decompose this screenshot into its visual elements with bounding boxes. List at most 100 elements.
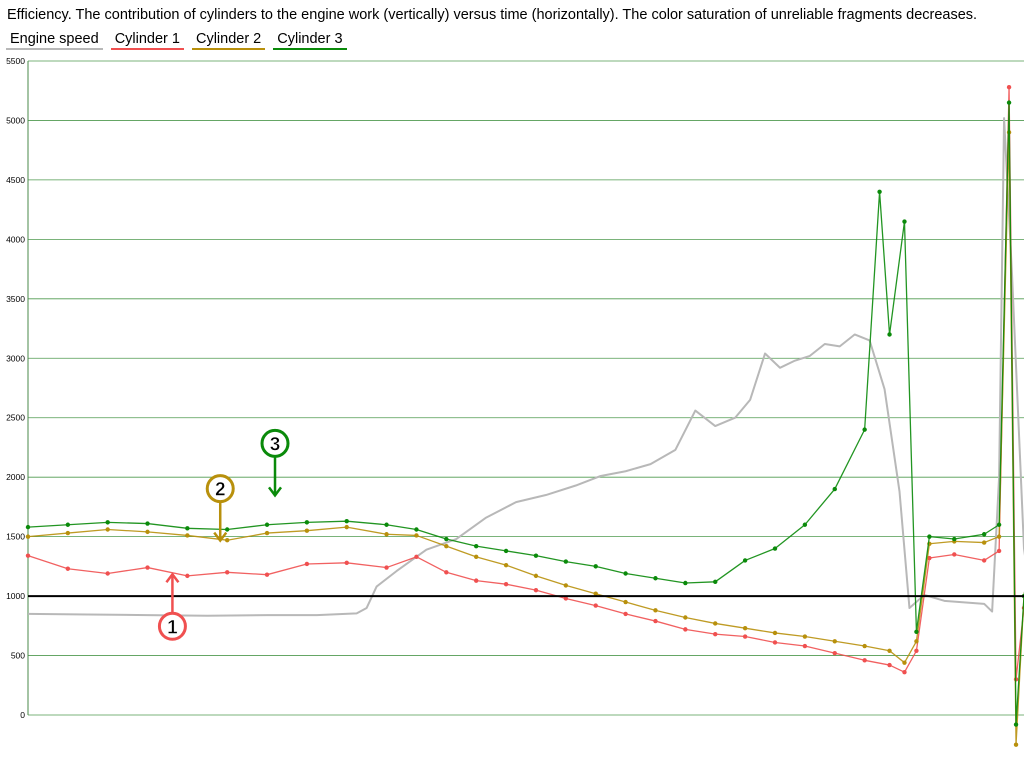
data-point-cylinder-2-24 — [832, 639, 837, 644]
data-point-cylinder-2-17 — [623, 599, 628, 605]
data-point-cylinder-1-8 — [344, 560, 349, 565]
data-point-cylinder-1-27 — [902, 669, 907, 675]
legend: Engine speed Cylinder 1 Cylinder 2 Cylin… — [6, 31, 347, 50]
data-point-cylinder-3-0 — [25, 524, 31, 530]
y-axis: 0 500 1000 1500 2000 2500 3000 3500 4000 4500 5000… — [6, 56, 29, 720]
data-point-cylinder-3-12 — [474, 543, 479, 549]
data-point-cylinder-2-11 — [444, 543, 449, 549]
data-point-cylinder-3-15 — [563, 559, 569, 564]
data-point-cylinder-2-7 — [304, 528, 310, 533]
data-point-cylinder-2-12 — [474, 554, 479, 560]
data-point-cylinder-3-4 — [185, 526, 190, 531]
data-point-cylinder-2-26 — [887, 648, 892, 653]
annotation-circle-1 — [157, 611, 187, 641]
data-point-cylinder-3-27 — [887, 332, 892, 337]
data-point-cylinder-3-6 — [264, 522, 270, 527]
data-point-cylinder-2-5 — [225, 538, 230, 543]
data-point-cylinder-1-18 — [653, 618, 658, 624]
data-point-cylinder-1-19 — [683, 627, 688, 632]
data-point-cylinder-1-24 — [832, 650, 837, 656]
series-layer — [25, 84, 1024, 747]
legend-item-engine-speed[interactable]: Engine speed — [6, 31, 103, 50]
y-tick-label-5500: 5500 — [6, 56, 25, 66]
data-point-cylinder-1-30 — [952, 552, 957, 557]
data-point-cylinder-2-13 — [503, 562, 509, 568]
data-point-cylinder-1-28 — [914, 648, 919, 653]
annotation-arrowhead-1 — [165, 572, 180, 584]
data-point-cylinder-3-16 — [593, 564, 598, 569]
data-point-cylinder-3-24 — [832, 486, 837, 492]
data-point-cylinder-3-35 — [1013, 722, 1019, 727]
data-point-cylinder-3-17 — [623, 571, 628, 576]
annotation-label-2: 2 — [215, 480, 226, 501]
data-point-cylinder-2-4 — [185, 533, 190, 538]
data-point-cylinder-2-28 — [914, 639, 919, 644]
data-point-cylinder-2-19 — [683, 615, 688, 620]
data-point-cylinder-1-10 — [414, 554, 419, 560]
data-point-cylinder-3-3 — [145, 521, 150, 526]
data-point-cylinder-2-8 — [344, 524, 349, 530]
data-point-cylinder-2-32 — [996, 534, 1002, 539]
data-point-cylinder-2-6 — [264, 530, 270, 536]
annotation-label-1: 1 — [167, 617, 178, 638]
data-point-cylinder-3-9 — [384, 522, 389, 527]
data-point-cylinder-2-10 — [414, 533, 419, 538]
legend-item-cylinder-1[interactable]: Cylinder 1 — [110, 31, 184, 50]
data-point-cylinder-1-25 — [862, 658, 867, 663]
y-tick-label-3000: 3000 — [6, 353, 25, 363]
data-point-cylinder-1-15 — [563, 596, 569, 601]
data-point-cylinder-1-13 — [503, 582, 509, 587]
data-point-cylinder-2-1 — [65, 530, 71, 536]
data-point-cylinder-2-0 — [25, 534, 31, 539]
y-tick-label-1000: 1000 — [6, 591, 25, 601]
data-point-cylinder-1-33 — [1006, 84, 1012, 90]
data-point-cylinder-2-25 — [862, 643, 867, 649]
data-point-cylinder-2-20 — [713, 621, 718, 626]
annotation-label-3: 3 — [270, 434, 281, 455]
series-line-engine-speed — [27, 117, 1024, 617]
y-tick-label-4500: 4500 — [6, 175, 25, 185]
data-point-cylinder-2-21 — [742, 625, 748, 631]
data-point-cylinder-1-16 — [593, 603, 598, 608]
data-point-cylinder-2-14 — [533, 573, 539, 579]
data-point-cylinder-2-34 — [1013, 742, 1019, 747]
y-tick-label-2000: 2000 — [6, 472, 25, 482]
data-point-cylinder-3-23 — [802, 522, 808, 527]
legend-item-cylinder-2[interactable]: Cylinder 2 — [191, 31, 266, 50]
data-point-cylinder-3-10 — [414, 527, 419, 532]
data-point-cylinder-1-5 — [225, 570, 230, 575]
y-tick-label-3500: 3500 — [6, 294, 25, 304]
data-point-cylinder-2-18 — [653, 608, 658, 613]
data-point-cylinder-1-14 — [533, 587, 539, 593]
data-point-cylinder-2-2 — [105, 527, 110, 532]
data-point-cylinder-3-30 — [927, 534, 932, 539]
data-point-cylinder-1-12 — [474, 578, 479, 583]
y-tick-label-500: 500 — [11, 651, 25, 661]
data-point-cylinder-2-22 — [772, 630, 778, 636]
chart-title: Efficiency. The contribution of cylinder… — [7, 7, 978, 23]
data-point-cylinder-1-23 — [802, 643, 808, 649]
data-point-cylinder-1-26 — [887, 662, 892, 668]
data-point-cylinder-3-21 — [742, 558, 748, 563]
data-point-cylinder-3-13 — [503, 548, 509, 554]
data-point-cylinder-1-31 — [981, 558, 987, 563]
series-line-cylinder-2 — [27, 131, 1024, 746]
series-line-cylinder-1 — [27, 86, 1024, 680]
legend-item-cylinder-3[interactable]: Cylinder 3 — [273, 31, 347, 50]
data-point-cylinder-1-21 — [742, 634, 748, 639]
annotation-circle-3 — [260, 428, 290, 458]
data-point-cylinder-3-28 — [902, 219, 907, 224]
data-point-cylinder-1-9 — [384, 565, 389, 570]
annotations-layer: 1 2 3 — [157, 428, 290, 641]
data-point-cylinder-2-27 — [902, 660, 907, 665]
data-point-cylinder-1-4 — [185, 573, 190, 579]
data-point-cylinder-3-33 — [996, 522, 1002, 527]
data-point-cylinder-1-32 — [996, 548, 1002, 554]
y-tick-label-5000: 5000 — [6, 115, 25, 125]
data-point-cylinder-1-0 — [25, 553, 31, 558]
y-tick-label-4000: 4000 — [6, 234, 25, 244]
data-point-cylinder-2-31 — [981, 540, 987, 545]
y-tick-label-0: 0 — [20, 710, 25, 720]
data-point-cylinder-1-2 — [105, 571, 110, 576]
